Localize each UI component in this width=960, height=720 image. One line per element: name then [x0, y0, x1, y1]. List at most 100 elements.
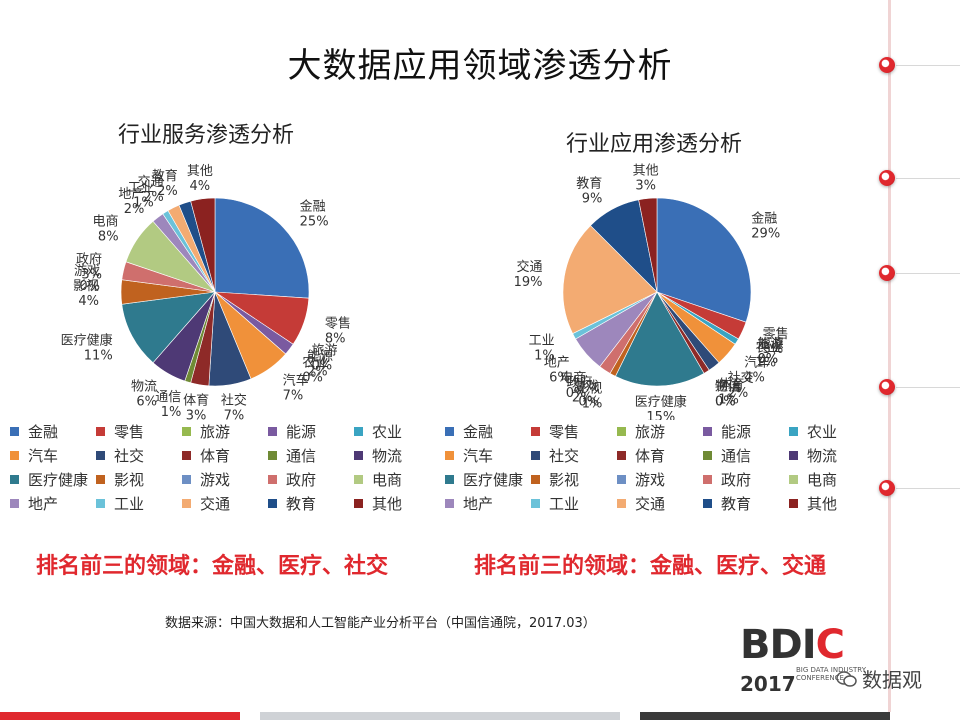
legend-swatch [445, 474, 454, 484]
legend-swatch [789, 450, 798, 460]
pie-label-其他: 其他 3% [633, 164, 659, 194]
legend-label: 能源 [286, 422, 317, 441]
legend-service: 金融 零售 旅游 能源 农业 汽车 社交 体育 通信 物流 医疗健康 影视 游戏 政府 电商 地产 工业 交通 教育… [10, 420, 440, 514]
legend-swatch [617, 474, 626, 484]
pie-label-政府: 政府 2% [567, 375, 593, 405]
legend-item-汽车: 汽车 [10, 444, 96, 466]
footer-bar-grey [260, 712, 620, 720]
legend-label: 旅游 [200, 422, 231, 441]
legend-swatch [354, 450, 363, 460]
pie-label-体育: 体育 1% [718, 377, 744, 408]
legend-item-零售: 零售 [531, 420, 617, 442]
legend-label: 其他 [372, 494, 403, 513]
legend-swatch [354, 498, 363, 508]
legend-item-物流: 物流 [789, 444, 875, 466]
legend-item-金融: 金融 [10, 420, 96, 442]
pie-label-地产: 地产 6% [544, 355, 570, 385]
legend-item-体育: 体育 [617, 444, 703, 466]
wechat-icon [836, 670, 857, 687]
legend-label: 政府 [286, 470, 317, 489]
watermark-text: 数据观 [862, 668, 922, 692]
legend-swatch [531, 498, 540, 508]
legend-label: 医疗健康 [28, 470, 89, 489]
legend-swatch [268, 450, 277, 460]
legend-item-通信: 通信 [703, 444, 789, 466]
legend-swatch [445, 450, 454, 460]
legend-swatch [703, 450, 712, 460]
pie-charts: 金融 25%零售 8%旅游 0%能源 2%农业 0%汽车 7%社交 7%体育 3%通信 1%物流 6… [61, 164, 789, 420]
rail-dot-icon [879, 170, 895, 186]
legend-item-教育: 教育 [268, 492, 354, 514]
logo-subtitle: BIG DATA INDUSTRY CONFERENCE [796, 666, 866, 682]
legend-label: 金融 [28, 422, 59, 441]
pie-label-金融: 金融 29% [751, 210, 780, 241]
legend-swatch [268, 474, 277, 484]
pie-label-电商: 电商 0% [560, 371, 586, 401]
pie-label-地产: 地产 2% [118, 187, 144, 217]
legend-label: 社交 [549, 446, 580, 465]
legend-swatch [703, 426, 712, 436]
legend-item-工业: 工业 [96, 492, 182, 514]
pie-slice-金融 [214, 197, 310, 299]
legend-item-农业: 农业 [354, 420, 440, 442]
chart-title-service: 行业服务渗透分析 [118, 123, 295, 148]
legend-swatch [617, 450, 626, 460]
pie-label-能源: 能源 2% [307, 350, 333, 380]
rail-divider [896, 273, 960, 274]
legend-label: 交通 [635, 494, 666, 513]
rail-dot-icon [879, 265, 895, 281]
pie-label-游戏: 游戏 0% [573, 379, 599, 409]
pie-slice-医疗健康 [615, 291, 705, 387]
legend-swatch [96, 450, 105, 460]
legend-item-农业: 农业 [789, 420, 875, 442]
legend-label: 汽车 [28, 446, 59, 465]
pie-label-社交: 社交 2% [728, 370, 754, 401]
legend-item-体育: 体育 [182, 444, 268, 466]
legend-label: 汽车 [463, 446, 494, 465]
legend-item-电商: 电商 [354, 468, 440, 490]
legend-item-地产: 地产 [10, 492, 96, 514]
rail-divider [896, 488, 960, 489]
pie-label-影视: 影视 4% [73, 279, 99, 309]
legend-item-社交: 社交 [531, 444, 617, 466]
pie-chart-application: 金融 29% 零售 3%旅游 0%能源 0%农业 1%汽车 4%社交 2%体育 1%通信 0%物流 0… [514, 164, 789, 420]
legend-label: 游戏 [200, 470, 231, 489]
legend-item-通信: 通信 [268, 444, 354, 466]
rail-divider [896, 387, 960, 388]
legend-item-教育: 教育 [703, 492, 789, 514]
legend-label: 教育 [721, 494, 752, 513]
legend-swatch [354, 474, 363, 484]
chart-title-application: 行业应用渗透分析 [566, 132, 743, 157]
legend-item-物流: 物流 [354, 444, 440, 466]
legend-swatch [617, 426, 626, 436]
legend-item-旅游: 旅游 [182, 420, 268, 442]
legend-swatch [703, 498, 712, 508]
legend-item-其他: 其他 [789, 492, 875, 514]
legend-label: 体育 [635, 446, 666, 465]
pie-label-交通: 交通 2% [138, 174, 164, 205]
pie-label-交通: 交通 19% [514, 259, 543, 290]
pie-label-社交: 社交 7% [221, 392, 247, 420]
legend-item-政府: 政府 [703, 468, 789, 490]
pie-chart-service: 金融 25% 零售 8%旅游 0%能源 2%农业 0%汽车 7% 社交 7% 体育 3%通信 1%物流 6… [61, 164, 351, 420]
pie-slice-其他 [638, 197, 658, 293]
legend-swatch [96, 498, 105, 508]
legend-label: 物流 [807, 446, 838, 465]
legend-item-影视: 影视 [531, 468, 617, 490]
legend-label: 电商 [807, 470, 838, 489]
legend-item-金融: 金融 [445, 420, 531, 442]
legend-label: 零售 [114, 422, 145, 441]
pie-label-通信: 通信 1% [155, 390, 181, 420]
legend-label: 物流 [372, 446, 403, 465]
legend-swatch [789, 474, 798, 484]
legend-swatch [789, 498, 798, 508]
legend-swatch [182, 450, 191, 460]
right-rail [888, 0, 891, 712]
legend-label: 游戏 [635, 470, 666, 489]
legend-label: 农业 [807, 422, 838, 441]
legend-item-汽车: 汽车 [445, 444, 531, 466]
footer-bar-red [0, 712, 240, 720]
legend-swatch [182, 474, 191, 484]
legend-label: 通信 [286, 446, 317, 465]
